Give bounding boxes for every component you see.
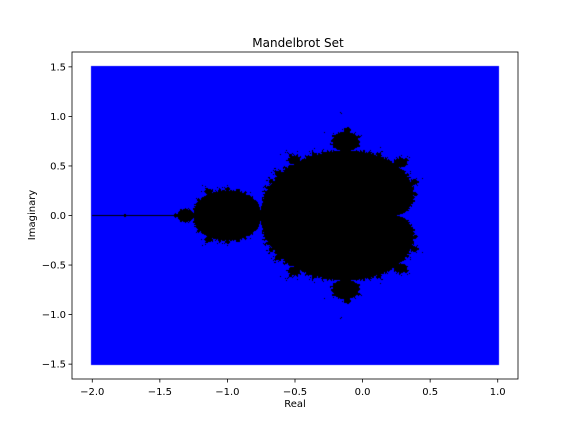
y-axis-ticks: −1.5 −1.0 −0.5 0.0 0.5 1.0 1.5	[42, 62, 72, 371]
x-tick-label: 1.0	[490, 387, 506, 398]
y-tick-label: 0.0	[50, 211, 66, 222]
y-tick-label: 1.5	[50, 62, 66, 73]
chart-title: Mandelbrot Set	[252, 36, 344, 50]
y-tick-label: 0.5	[50, 161, 66, 172]
y-tick-label: −1.5	[42, 360, 66, 371]
mandelbrot-scatter	[72, 52, 518, 379]
x-tick-label: −1.0	[215, 387, 239, 398]
x-tick-label: −1.5	[148, 387, 172, 398]
y-tick-label: 1.0	[50, 112, 66, 123]
y-axis-label: Imaginary	[27, 190, 38, 241]
x-tick-label: −2.0	[80, 387, 104, 398]
x-tick-label: 0.5	[422, 387, 438, 398]
y-tick-label: −0.5	[42, 261, 66, 272]
x-axis-label: Real	[284, 399, 306, 410]
x-axis-ticks: −2.0 −1.5 −1.0 −0.5 0.0 0.5 1.0	[80, 379, 506, 398]
x-tick-label: −0.5	[283, 387, 307, 398]
y-tick-label: −1.0	[42, 310, 66, 321]
x-tick-label: 0.0	[355, 387, 371, 398]
